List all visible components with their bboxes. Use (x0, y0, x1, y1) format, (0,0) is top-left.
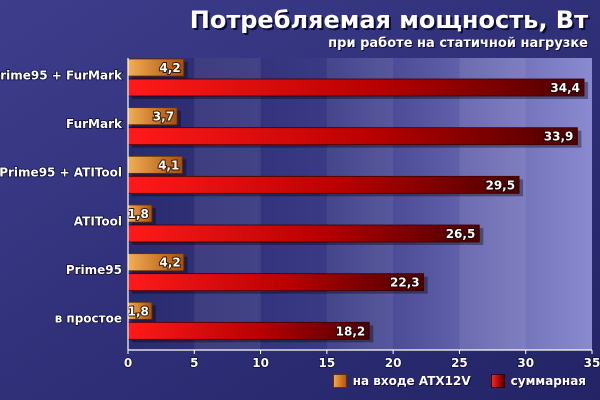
data-label-total: 34,4 (550, 81, 580, 95)
data-label-atx12v: 4,2 (159, 256, 180, 270)
chart-legend: на входе ATX12V суммарная (332, 374, 586, 388)
plot-band (459, 58, 526, 350)
data-label-atx12v: 1,8 (128, 207, 149, 221)
category-label: FurMark (66, 117, 123, 131)
x-tick-label: 20 (385, 356, 402, 370)
plot-band (194, 58, 261, 350)
bar-total (127, 127, 578, 146)
bar-total (127, 175, 520, 194)
x-tick-label: 0 (124, 356, 132, 370)
data-label-total: 22,3 (390, 276, 420, 290)
plot-area (128, 58, 592, 350)
data-label-atx12v: 3,7 (153, 110, 174, 124)
legend-swatch-atx12v (332, 374, 347, 388)
plot-band (326, 58, 394, 350)
x-tick-label: 35 (584, 356, 600, 370)
data-label-total: 29,5 (485, 178, 515, 192)
category-label: ATITool (74, 214, 122, 228)
data-label-total: 26,5 (446, 227, 476, 241)
bar-total (127, 78, 585, 97)
x-tick-label: 25 (451, 356, 468, 370)
category-label: Prime95 + ATITool (0, 166, 122, 180)
x-tick-label: 15 (319, 356, 336, 370)
category-label: Prime95 (66, 263, 122, 277)
bar-total (127, 224, 480, 243)
data-label-atx12v: 1,8 (128, 304, 149, 318)
data-label-atx12v: 4,2 (159, 61, 180, 75)
bar-total (127, 273, 425, 292)
legend-label-atx12v: на входе ATX12V (352, 374, 471, 388)
category-label: Prime95 + FurMark (0, 68, 123, 82)
data-label-atx12v: 4,1 (158, 158, 179, 172)
x-tick-label: 5 (190, 356, 198, 370)
x-tick-label: 10 (252, 356, 269, 370)
data-label-total: 33,9 (544, 130, 574, 144)
legend-label-total: суммарная (510, 374, 586, 388)
chart-subtitle: при работе на статичной нагрузке (328, 36, 588, 51)
legend-swatch-total (490, 374, 505, 388)
x-tick-label: 30 (517, 356, 534, 370)
category-label: в простое (55, 312, 122, 326)
bar-total (127, 321, 370, 340)
data-label-total: 18,2 (336, 324, 366, 338)
chart-title: Потребляемая мощность, Вт (189, 6, 588, 34)
